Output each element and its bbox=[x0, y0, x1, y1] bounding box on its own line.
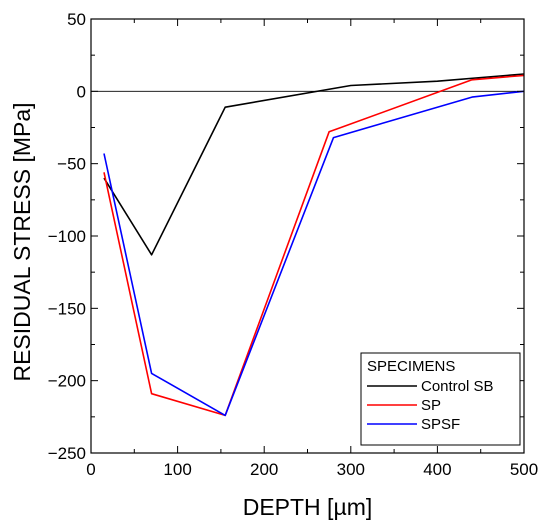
y-tick-label: −50 bbox=[57, 155, 86, 174]
y-tick-label: −150 bbox=[48, 299, 86, 318]
x-tick-label: 300 bbox=[337, 460, 365, 479]
legend-title: SPECIMENS bbox=[367, 358, 455, 375]
y-tick-label: −200 bbox=[48, 372, 86, 391]
legend-entry-label: SP bbox=[421, 397, 441, 414]
y-tick-label: −100 bbox=[48, 227, 86, 246]
x-tick-label: 100 bbox=[163, 460, 191, 479]
x-tick-label: 0 bbox=[86, 460, 95, 479]
legend-entry-label: SPSF bbox=[421, 416, 460, 433]
series-line-sp bbox=[103, 74, 525, 417]
legend: SPECIMENS Control SB SP SPSF bbox=[360, 352, 521, 446]
x-tick-label: 500 bbox=[510, 460, 538, 479]
x-tick-label: 200 bbox=[250, 460, 278, 479]
y-tick-label: 50 bbox=[67, 10, 86, 29]
series-line-control-sb bbox=[103, 73, 525, 256]
y-tick-label: −250 bbox=[48, 444, 86, 463]
y-axis-title: RESIDUAL STRESS [MPa] bbox=[9, 102, 35, 381]
series-line-spsf bbox=[103, 90, 525, 417]
legend-entry-label: Control SB bbox=[421, 378, 494, 395]
legend-box bbox=[360, 352, 521, 446]
x-tick-label: 400 bbox=[423, 460, 451, 479]
y-tick-label: 0 bbox=[77, 82, 86, 101]
x-axis-title: DEPTH [µm] bbox=[243, 494, 373, 520]
